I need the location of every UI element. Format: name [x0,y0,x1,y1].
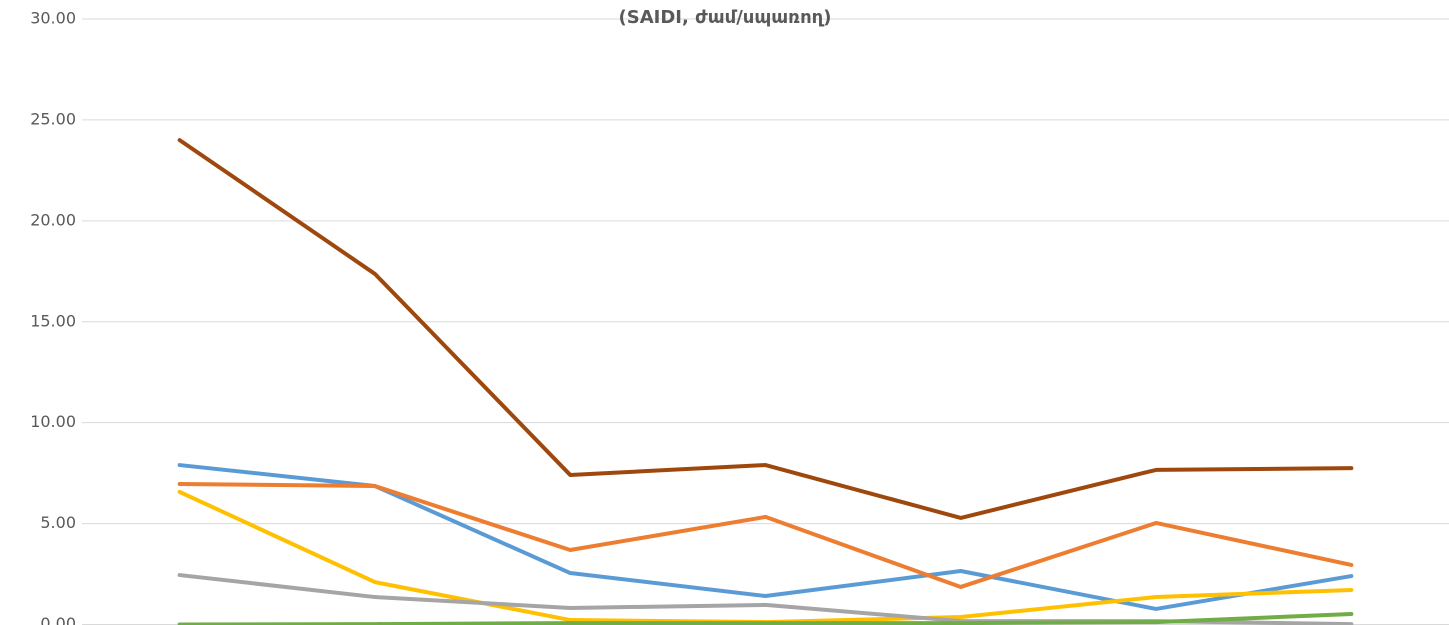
series-line [177,612,1354,625]
y-tick-label: 25.00 [30,109,76,128]
series-line [177,489,1354,625]
y-tick-label: 10.00 [30,412,76,431]
chart-title: (SAIDI, ժամ/սպառող) [619,7,832,28]
y-tick-label: 30.00 [30,9,76,28]
y-tick-label: 20.00 [30,210,76,229]
y-tick-label: 5.00 [40,513,76,532]
series-line [177,482,1354,589]
y-tick-label: 0.00 [40,614,76,625]
series-line [177,573,1354,625]
series-line [177,138,1354,520]
y-tick-label: 15.00 [30,311,76,330]
